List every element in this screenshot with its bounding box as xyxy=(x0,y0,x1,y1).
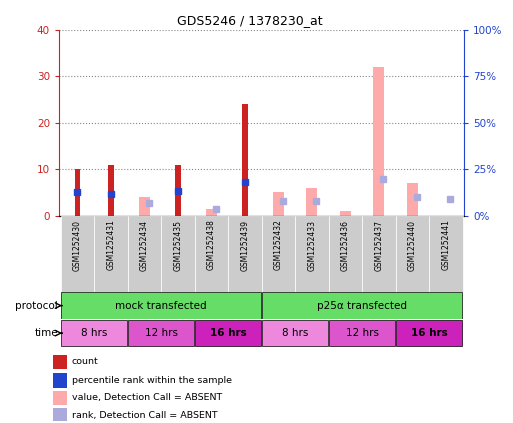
Bar xyxy=(242,104,248,216)
Bar xyxy=(228,216,262,292)
Text: GSM1252435: GSM1252435 xyxy=(173,220,183,271)
Text: GSM1252431: GSM1252431 xyxy=(106,220,115,270)
Text: GSM1252440: GSM1252440 xyxy=(408,220,417,271)
Text: 8 hrs: 8 hrs xyxy=(282,328,308,338)
Text: GSM1252439: GSM1252439 xyxy=(241,220,249,271)
Text: 12 hrs: 12 hrs xyxy=(346,328,379,338)
Bar xyxy=(75,169,80,216)
Bar xyxy=(139,197,150,216)
Text: GSM1252434: GSM1252434 xyxy=(140,220,149,271)
Text: percentile rank within the sample: percentile rank within the sample xyxy=(72,376,231,385)
Bar xyxy=(128,320,194,346)
Text: p25α transfected: p25α transfected xyxy=(317,301,407,310)
Bar xyxy=(61,320,127,346)
Text: GSM1252432: GSM1252432 xyxy=(274,220,283,270)
Bar xyxy=(206,209,217,216)
Bar xyxy=(362,216,396,292)
Bar xyxy=(306,188,318,216)
Text: GSM1252433: GSM1252433 xyxy=(307,220,317,271)
Text: rank, Detection Call = ABSENT: rank, Detection Call = ABSENT xyxy=(72,411,217,420)
Text: 16 hrs: 16 hrs xyxy=(411,328,447,338)
Text: GSM1252437: GSM1252437 xyxy=(374,220,383,271)
Bar xyxy=(396,216,429,292)
Bar xyxy=(340,211,351,216)
Bar xyxy=(194,320,261,346)
Bar xyxy=(262,216,295,292)
Bar xyxy=(262,320,328,346)
Text: GSM1252436: GSM1252436 xyxy=(341,220,350,271)
Text: value, Detection Call = ABSENT: value, Detection Call = ABSENT xyxy=(72,393,222,402)
Bar xyxy=(53,391,67,405)
Text: 12 hrs: 12 hrs xyxy=(145,328,177,338)
Bar xyxy=(295,216,329,292)
Text: mock transfected: mock transfected xyxy=(115,301,207,310)
Bar xyxy=(396,320,462,346)
Bar xyxy=(329,216,362,292)
Bar xyxy=(108,165,114,216)
Text: 16 hrs: 16 hrs xyxy=(210,328,247,338)
Title: GDS5246 / 1378230_at: GDS5246 / 1378230_at xyxy=(176,14,322,27)
Bar xyxy=(61,292,261,319)
Bar xyxy=(407,183,418,216)
Text: protocol: protocol xyxy=(15,301,58,310)
Bar xyxy=(273,192,284,216)
Text: count: count xyxy=(72,357,98,366)
Bar xyxy=(61,216,94,292)
Text: GSM1252441: GSM1252441 xyxy=(441,220,450,270)
Text: GSM1252430: GSM1252430 xyxy=(73,220,82,271)
Bar xyxy=(94,216,128,292)
Bar xyxy=(53,408,67,422)
Text: time: time xyxy=(34,328,58,338)
Bar xyxy=(373,67,384,216)
Bar xyxy=(262,292,462,319)
Bar xyxy=(53,374,67,388)
Bar xyxy=(194,216,228,292)
Bar xyxy=(161,216,194,292)
Bar xyxy=(53,355,67,369)
Bar xyxy=(128,216,161,292)
Bar xyxy=(329,320,396,346)
Bar xyxy=(175,165,181,216)
Text: 8 hrs: 8 hrs xyxy=(81,328,107,338)
Text: GSM1252438: GSM1252438 xyxy=(207,220,216,270)
Bar xyxy=(429,216,463,292)
